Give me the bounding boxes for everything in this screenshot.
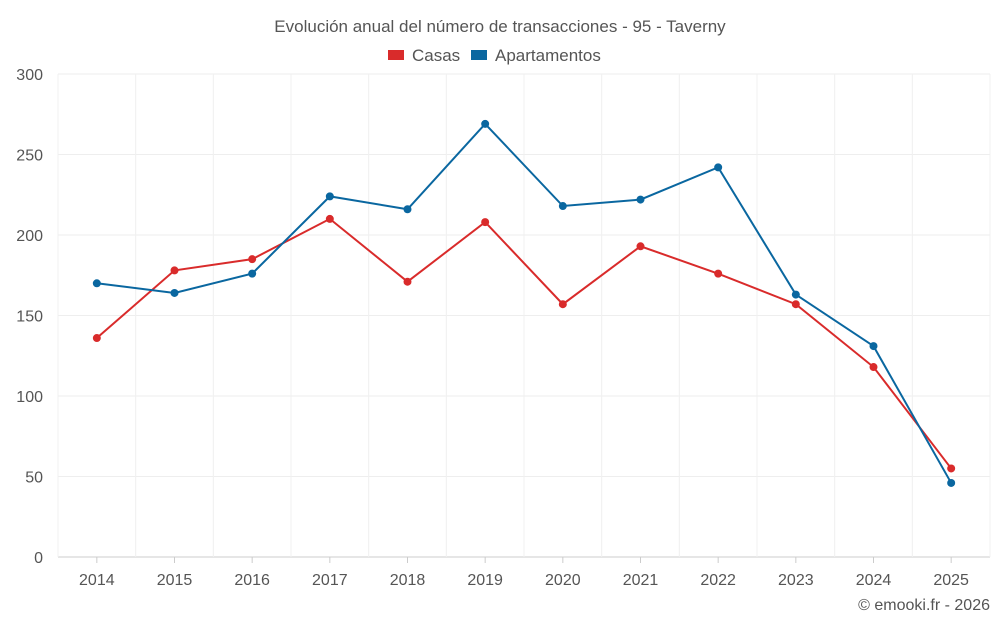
x-tick-label: 2015 [157,572,193,589]
x-tick-label: 2014 [79,572,115,589]
credit: © emooki.fr - 2026 [858,597,990,614]
legend: Casas Apartamentos [388,46,601,65]
grid [57,73,991,558]
y-tick-label: 200 [16,228,43,245]
y-tick-label: 100 [16,389,43,406]
y-tick-label: 50 [25,470,43,487]
y-tick-label: 250 [16,148,43,165]
data-point[interactable] [714,163,723,172]
data-point[interactable] [92,334,101,343]
data-point[interactable] [403,277,412,286]
data-point[interactable] [558,300,567,309]
series-apartamentos [92,119,956,487]
series-line [96,217,952,470]
data-point[interactable] [791,300,800,309]
data-point[interactable] [869,363,878,372]
data-point[interactable] [170,288,179,297]
data-point[interactable] [947,478,956,487]
y-axis: 0 50 100 150 200 250 300 [16,67,43,567]
data-point[interactable] [325,214,334,223]
y-tick-label: 0 [34,550,43,567]
data-point[interactable] [791,290,800,299]
series-line [96,122,953,484]
legend-swatch [388,50,404,60]
legend-swatch [471,50,487,60]
data-point[interactable] [248,255,257,264]
legend-item-casas[interactable]: Casas [388,46,460,65]
series-casas [92,214,956,473]
data-point[interactable] [558,202,567,211]
y-tick-label: 300 [16,67,43,84]
data-point[interactable] [636,195,645,204]
data-point[interactable] [403,205,412,214]
data-point[interactable] [869,342,878,351]
x-tick-label: 2023 [778,572,814,589]
legend-label: Casas [412,46,460,65]
data-point[interactable] [325,192,334,201]
y-tick-label: 150 [16,309,43,326]
chart-title: Evolución anual del número de transaccio… [274,17,726,36]
series-group [92,119,956,487]
data-point[interactable] [481,218,490,227]
data-point[interactable] [92,279,101,288]
x-tick-label: 2018 [390,572,426,589]
x-tick-label: 2024 [856,572,892,589]
data-point[interactable] [248,269,257,278]
data-point[interactable] [481,119,490,128]
x-tick-label: 2016 [234,572,270,589]
x-tick-label: 2025 [933,572,969,589]
x-tick-label: 2021 [623,572,659,589]
data-point[interactable] [714,269,723,278]
legend-item-apartamentos[interactable]: Apartamentos [471,46,601,65]
x-tick-label: 2022 [700,572,736,589]
x-tick-label: 2020 [545,572,581,589]
data-point[interactable] [947,464,956,473]
data-point[interactable] [170,266,179,275]
legend-label: Apartamentos [495,46,601,65]
x-tick-label: 2019 [467,572,503,589]
x-axis: 2014 2015 2016 2017 2018 2019 2020 2021 2022 2023… [79,557,969,589]
x-tick-label: 2017 [312,572,348,589]
data-point[interactable] [636,242,645,251]
